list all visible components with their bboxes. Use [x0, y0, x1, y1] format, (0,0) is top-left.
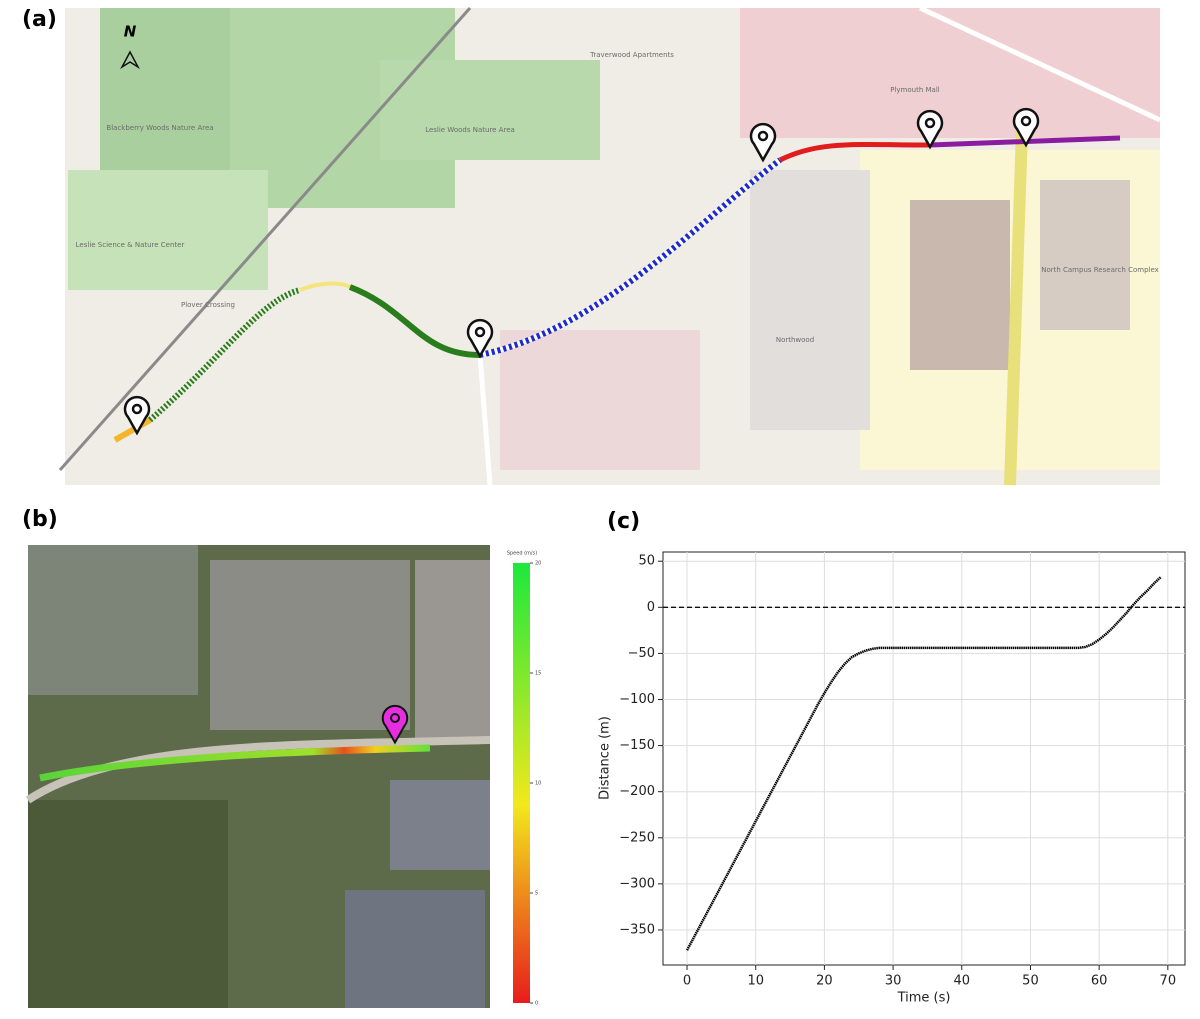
colorbar-tick-label: 10 — [535, 781, 541, 787]
y-tick-label: −350 — [619, 922, 655, 937]
y-tick-label: 50 — [638, 554, 655, 569]
x-tick-label: 20 — [816, 974, 833, 989]
x-tick-label: 0 — [683, 974, 691, 989]
y-axis-label: Distance (m) — [598, 716, 613, 800]
colorbar-tick-label: 5 — [535, 891, 538, 897]
y-tick-label: −250 — [619, 830, 655, 845]
data-line — [685, 575, 1162, 951]
colorbar-label: Speed (m/s) — [507, 551, 537, 557]
colorbar-tick-label: 0 — [535, 1001, 538, 1007]
x-tick-label: 50 — [1022, 974, 1039, 989]
y-tick-label: 0 — [647, 600, 655, 615]
place-label: Blackberry Woods Nature Area — [106, 124, 213, 132]
y-tick-label: −150 — [619, 738, 655, 753]
place-label: North Campus Research Complex — [1041, 266, 1159, 274]
x-tick-label: 70 — [1160, 974, 1177, 989]
y-tick-label: −100 — [619, 692, 655, 707]
place-label: Leslie Science & Nature Center — [76, 241, 185, 249]
place-label: Leslie Woods Nature Area — [425, 126, 515, 134]
map-panel: N Leslie Science & Nature Center Leslie … — [58, 5, 1162, 486]
y-tick-label: −50 — [628, 646, 655, 661]
colorbar-tick-label: 15 — [535, 671, 541, 677]
place-label: Plover Crossing — [181, 301, 235, 309]
satellite-panel: Speed (m/s) 0 5 10 15 20 — [25, 545, 541, 1008]
place-label: Northwood — [776, 336, 814, 344]
panel-label: (b) — [22, 507, 58, 532]
x-axis-label: Time (s) — [897, 991, 951, 1006]
north-label: N — [124, 23, 137, 41]
place-label: Traverwood Apartments — [589, 51, 674, 59]
place-label: Plymouth Mall — [890, 86, 940, 94]
x-tick-label: 40 — [954, 974, 971, 989]
x-tick-label: 60 — [1091, 974, 1108, 989]
x-tick-label: 10 — [747, 974, 764, 989]
plot-frame — [662, 551, 1186, 966]
y-tick-label: −300 — [619, 876, 655, 891]
panel-label: (c) — [607, 509, 640, 534]
colorbar-tick-label: 20 — [535, 561, 541, 567]
panel-label: (a) — [22, 7, 57, 32]
y-tick-label: −200 — [619, 784, 655, 799]
x-tick-label: 30 — [885, 974, 902, 989]
